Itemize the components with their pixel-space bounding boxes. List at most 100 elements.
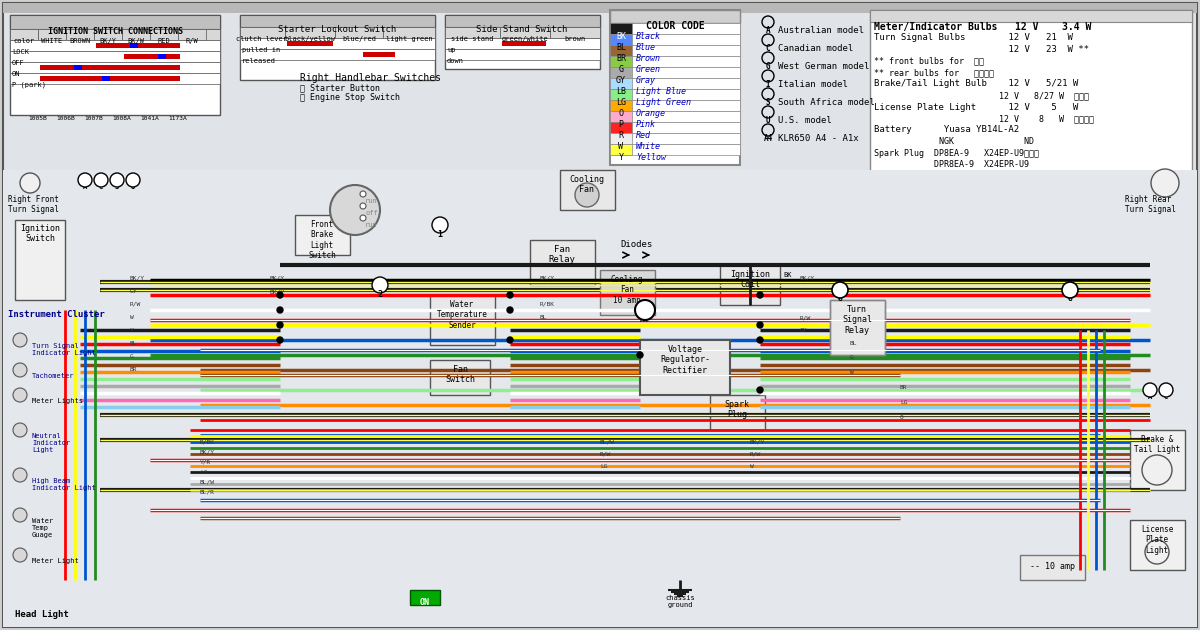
Text: A: A (83, 184, 88, 190)
Bar (610, 56, 632, 67)
Text: 12 V   8/27 W  ⒸⓈⓊ: 12 V 8/27 W ⒸⓈⓊ (874, 91, 1090, 100)
Bar (445, 27, 500, 38)
Circle shape (360, 215, 366, 221)
Circle shape (575, 183, 599, 207)
Text: C: C (1164, 394, 1168, 400)
Text: 1: 1 (438, 230, 443, 239)
Text: P: P (618, 120, 624, 129)
Bar (610, 100, 632, 111)
Text: U: U (766, 116, 770, 125)
Text: ** rear bulbs for   ⒶⒸⓈⓊ: ** rear bulbs for ⒶⒸⓈⓊ (874, 68, 994, 77)
Text: Fan
Relay: Fan Relay (548, 245, 576, 265)
Bar (610, 10, 740, 165)
Bar (240, 15, 436, 27)
Bar (610, 78, 740, 89)
Text: Right Handlebar Switches: Right Handlebar Switches (300, 73, 442, 83)
Text: BK/Y: BK/Y (130, 276, 145, 281)
Circle shape (1142, 455, 1172, 485)
Text: Diodes: Diodes (620, 240, 653, 249)
Bar (610, 144, 632, 155)
Bar (445, 15, 600, 69)
Text: Right Front
Turn Signal: Right Front Turn Signal (8, 195, 59, 214)
Text: White: White (636, 142, 661, 151)
Bar (240, 27, 286, 38)
Text: BL/W: BL/W (200, 480, 215, 485)
Bar (610, 100, 740, 111)
Text: BK/Y: BK/Y (800, 276, 815, 281)
Text: R/W: R/W (750, 452, 761, 457)
Text: black/yellow: black/yellow (284, 36, 336, 42)
Text: OFF: OFF (12, 60, 25, 66)
Text: South Africa model: South Africa model (778, 98, 875, 107)
Bar (445, 27, 600, 38)
Text: BL/W: BL/W (600, 440, 616, 445)
Bar (870, 10, 1192, 178)
Bar (287, 41, 334, 46)
Text: Red: Red (636, 131, 650, 140)
Bar (560, 170, 616, 210)
Text: R/W: R/W (130, 302, 142, 307)
Bar (720, 265, 780, 305)
Text: green/white: green/white (502, 36, 548, 42)
Text: BK/Y: BK/Y (200, 450, 215, 455)
Bar (610, 34, 740, 45)
Bar (130, 43, 138, 48)
Text: 1006B: 1006B (56, 116, 76, 121)
Text: run: run (365, 198, 378, 204)
Text: BR: BR (900, 385, 907, 390)
Text: Battery      Yuasa YB14L-A2: Battery Yuasa YB14L-A2 (874, 125, 1019, 134)
Text: BL: BL (850, 341, 858, 346)
Text: -- 10 amp: -- 10 amp (1030, 562, 1074, 571)
Bar (502, 41, 546, 46)
Bar (38, 29, 66, 40)
Circle shape (508, 337, 514, 343)
Text: G: G (850, 355, 853, 360)
Bar (610, 111, 740, 122)
Circle shape (832, 282, 848, 298)
Bar (10, 62, 220, 73)
Text: Head Light: Head Light (14, 610, 68, 619)
Circle shape (1151, 169, 1178, 197)
Text: Neutral
Indicator
Light: Neutral Indicator Light (32, 433, 71, 453)
Circle shape (13, 548, 28, 562)
Text: up: up (446, 47, 456, 53)
Text: A: A (766, 26, 770, 35)
Text: chassis
ground: chassis ground (665, 595, 695, 608)
Bar (610, 67, 632, 78)
Bar (445, 38, 600, 49)
Text: ON: ON (420, 598, 430, 607)
Text: blue/red: blue/red (342, 36, 376, 42)
Bar (830, 300, 886, 355)
Circle shape (360, 203, 366, 209)
Circle shape (110, 173, 124, 187)
Text: S: S (115, 184, 119, 190)
Text: R/BK: R/BK (540, 302, 554, 307)
Text: Ignition
Coil: Ignition Coil (730, 270, 770, 289)
Circle shape (13, 363, 28, 377)
Bar (410, 590, 440, 605)
Text: 1173A: 1173A (169, 116, 187, 121)
Text: Blue: Blue (636, 43, 656, 52)
Text: G: G (130, 354, 133, 359)
Bar (10, 40, 220, 51)
Text: BK/Y: BK/Y (270, 289, 286, 294)
Circle shape (20, 173, 40, 193)
Bar (10, 51, 220, 62)
Text: DPR8EA-9  X24EPR-U9: DPR8EA-9 X24EPR-U9 (874, 160, 1030, 169)
Text: Australian model: Australian model (778, 26, 864, 35)
Text: ① Starter Button: ① Starter Button (300, 83, 380, 92)
Bar (445, 49, 600, 60)
Text: Yellow: Yellow (636, 153, 666, 162)
Circle shape (277, 337, 283, 343)
Bar (2, 170, 1198, 627)
Text: Cooling
Fan: Cooling Fan (570, 175, 605, 195)
Text: S: S (766, 98, 770, 107)
Text: Water
Temperature
Sender: Water Temperature Sender (437, 300, 487, 329)
Bar (240, 27, 436, 38)
Text: LG: LG (616, 98, 626, 107)
Text: Ignition
Switch: Ignition Switch (20, 224, 60, 243)
Bar (10, 29, 220, 40)
Bar (610, 78, 632, 89)
Text: 1041A: 1041A (140, 116, 160, 121)
Text: clutch lever: clutch lever (236, 36, 288, 42)
